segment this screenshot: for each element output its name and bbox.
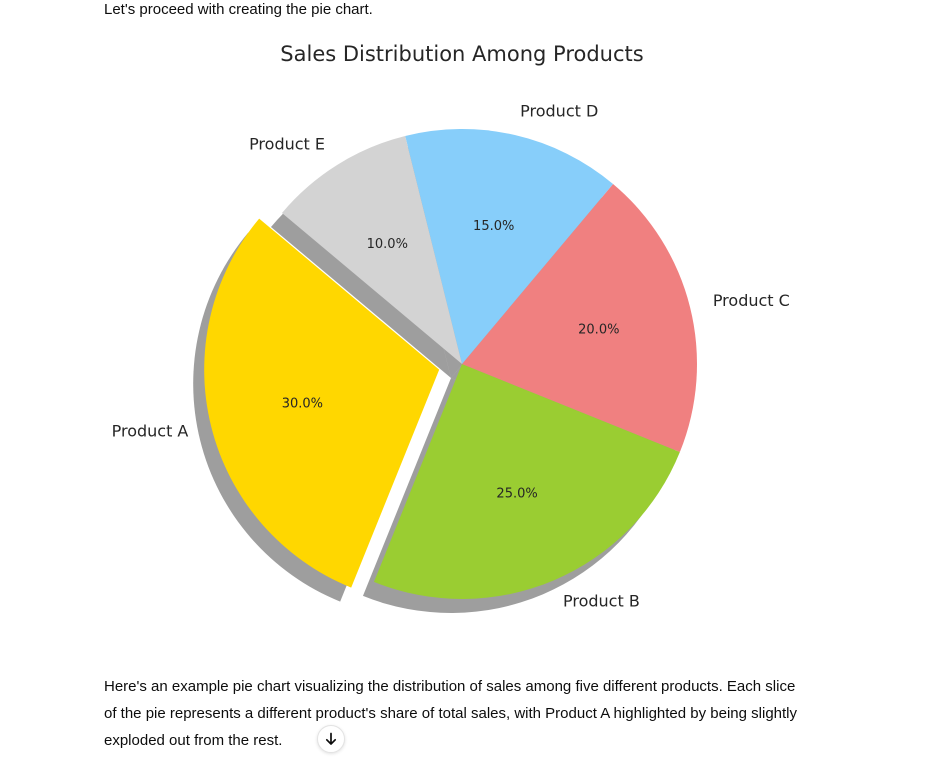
slice-percent-product-c: 20.0% [578,322,619,337]
slice-label-product-b: Product B [563,591,640,610]
pie-slice-product-c [462,183,697,453]
intro-text: Let's proceed with creating the pie char… [104,1,373,18]
slice-label-product-d: Product D [520,102,598,121]
slice-label-product-c: Product C [713,291,790,310]
chart-title: Sales Distribution Among Products [280,42,643,66]
slice-percent-product-a: 30.0% [282,396,323,411]
pie-slices [204,128,697,599]
slice-percent-product-b: 25.0% [496,486,537,501]
slice-label-product-a: Product A [112,422,189,441]
scroll-down-button[interactable] [316,725,345,754]
slice-percent-product-d: 15.0% [473,219,514,234]
pie-slice-product-d [405,128,614,364]
pie-slice-product-a [204,218,440,588]
slice-percent-product-e: 10.0% [367,237,408,252]
pie-slice-product-e [281,135,462,364]
slice-label-product-e: Product E [249,134,325,153]
pie-chart: Sales Distribution Among Products Produc… [112,42,790,613]
outro-paragraph: Here's an example pie chart visualizing … [104,678,798,749]
pie-labels: Product A 30.0% Product B 25.0% Product C 20.… [112,102,790,611]
arrow-down-icon [325,732,336,745]
pie-slice-product-b [373,364,680,599]
outro-text: Here's an example pie chart visualizing … [104,673,804,755]
